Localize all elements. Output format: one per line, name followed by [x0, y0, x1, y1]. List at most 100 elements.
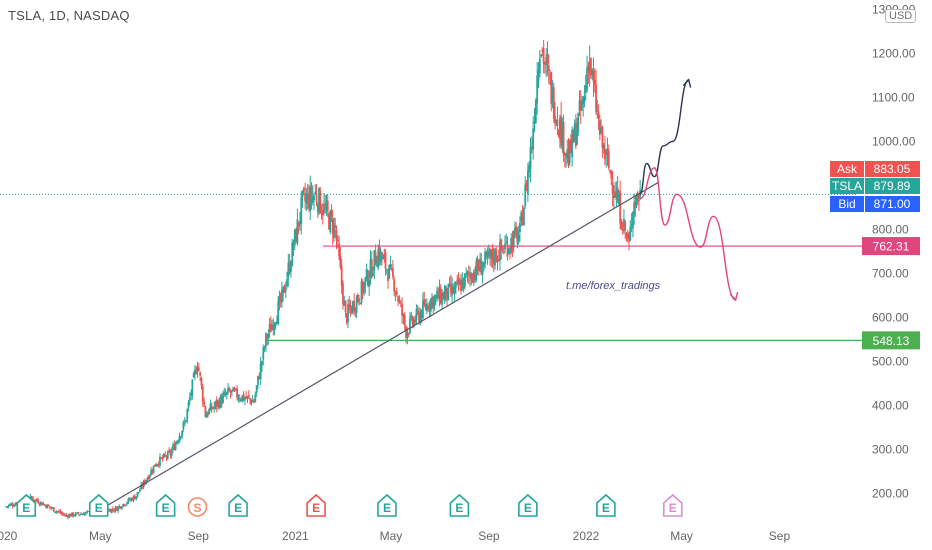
y-tick-label: 500.00 [872, 355, 909, 369]
candle-body [47, 505, 50, 507]
candle-body [287, 262, 290, 278]
candle-body [292, 245, 295, 248]
candle-body [499, 241, 501, 261]
event-badge-letter: E [669, 501, 677, 515]
currency-button[interactable]: USD [885, 9, 917, 23]
candle-body [297, 221, 300, 227]
candle-body [215, 399, 218, 407]
quote-tag-value-bg [865, 161, 920, 177]
candle-body [482, 262, 485, 268]
candle-body [67, 515, 69, 518]
candle-body [484, 251, 486, 265]
candle-body [135, 496, 138, 500]
candle-body [549, 75, 551, 77]
candle-body [525, 182, 528, 191]
candle-body [263, 347, 266, 349]
candle-body [377, 249, 380, 268]
candle-body [9, 504, 11, 506]
candle-body [546, 53, 549, 64]
x-tick-label: May [380, 529, 403, 543]
candle-body [268, 324, 271, 332]
candle-body [507, 249, 510, 254]
forecast-bullish-arrowhead [682, 78, 692, 88]
candle-body [300, 197, 303, 225]
candle-body [624, 221, 627, 231]
quote-tag-name-bg [830, 196, 864, 212]
candle-body [269, 324, 272, 333]
candle-body [242, 393, 245, 401]
candle-body [517, 234, 520, 242]
candle-body [56, 511, 59, 513]
candle-body [159, 456, 161, 466]
candle-body [467, 272, 470, 275]
candle-body [586, 67, 588, 90]
x-tick-label: 2022 [573, 529, 600, 543]
candle-body [76, 512, 78, 514]
candle-body [533, 121, 536, 124]
candle-body [592, 69, 595, 82]
candle-body [606, 148, 609, 155]
candle-body [328, 214, 330, 230]
candle-body [611, 182, 614, 194]
candle-body [472, 271, 475, 282]
candle-body [510, 238, 513, 253]
candle-body [310, 186, 313, 200]
candle-body [113, 510, 116, 512]
earnings-badge-shape [16, 493, 37, 517]
candle-body [33, 499, 36, 501]
candle-body [623, 219, 625, 228]
candle-body [54, 511, 56, 513]
candle-body [635, 195, 638, 205]
candle-body [550, 72, 553, 104]
candle-body [187, 402, 190, 408]
quote-tag-value: 883.05 [874, 162, 911, 176]
candle-body [110, 508, 113, 513]
candle-body [629, 226, 632, 241]
x-tick-label: May [670, 529, 693, 543]
candle-body [177, 440, 180, 443]
candle-body [436, 290, 438, 295]
candle-body [633, 202, 636, 215]
candle-body [240, 399, 242, 401]
candle-body [329, 211, 332, 233]
candle-body [64, 514, 67, 516]
candle-body [247, 395, 250, 398]
candle-body [541, 49, 544, 52]
candle-body [355, 297, 358, 313]
candle-body [218, 401, 221, 408]
candle-body [83, 513, 86, 516]
candle-body [119, 506, 122, 509]
candle-body [266, 335, 269, 340]
candle-body [34, 499, 37, 501]
candle-body [447, 283, 450, 300]
candle-body [385, 269, 388, 271]
candle-body [301, 190, 304, 198]
candle-body [340, 266, 343, 286]
candle-body [573, 123, 576, 141]
candle-body [160, 457, 163, 459]
candle-body [501, 248, 504, 250]
candle-body [130, 498, 132, 501]
candle-body [376, 265, 378, 267]
candle-body [231, 390, 233, 392]
candle-body [183, 421, 186, 424]
candle-body [610, 171, 613, 179]
candle-body [387, 272, 389, 282]
candle-body [432, 296, 435, 308]
candle-body [68, 514, 71, 518]
candle-body [428, 307, 431, 309]
candle-body [176, 441, 178, 444]
candle-body [359, 303, 362, 305]
candle-body [170, 450, 173, 456]
candle-body [491, 248, 494, 261]
candle-body [595, 84, 597, 112]
candle-body [162, 453, 165, 458]
candle-body [214, 401, 217, 406]
candle-body [358, 298, 360, 303]
candle-body [636, 192, 639, 200]
candle-body [335, 230, 338, 241]
candle-body [201, 386, 204, 402]
candle-body [604, 148, 606, 160]
candle-body [15, 503, 18, 505]
